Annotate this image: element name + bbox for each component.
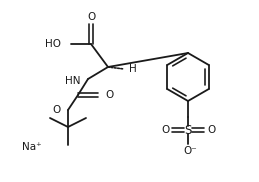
Text: O: O [161,125,169,135]
Text: O⁻: O⁻ [183,146,197,156]
Text: Na⁺: Na⁺ [22,142,42,152]
Text: O: O [53,105,61,115]
Text: O: O [87,12,95,22]
Text: O: O [105,90,113,100]
Text: S: S [184,124,192,136]
Text: HO: HO [45,39,61,49]
Text: O: O [207,125,215,135]
Text: H: H [129,64,137,74]
Text: HN: HN [64,76,80,86]
